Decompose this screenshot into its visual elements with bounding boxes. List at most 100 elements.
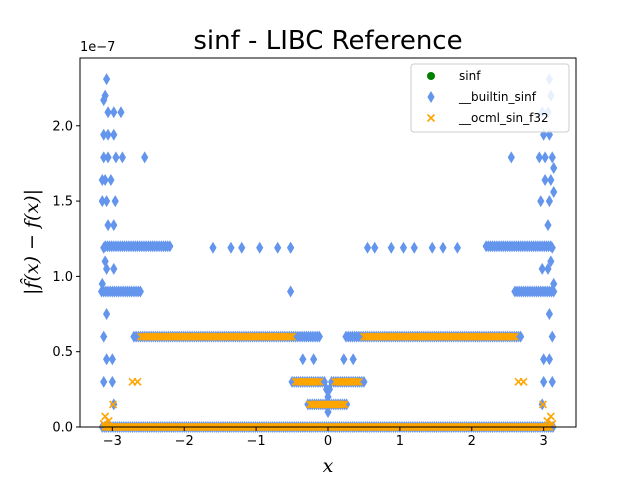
legend-entry: __ocml_sin_f32 <box>426 111 549 125</box>
y-tick-label: 2.0 <box>52 119 73 134</box>
x-tick-label: 2 <box>468 434 476 449</box>
data-point <box>100 330 108 343</box>
data-point <box>112 151 120 164</box>
data-point <box>544 262 552 275</box>
legend-label: sinf <box>459 69 481 83</box>
data-point <box>99 419 108 429</box>
data-point <box>136 285 144 298</box>
data-point <box>104 151 112 164</box>
legend-entry: sinf <box>427 69 481 83</box>
data-point <box>371 241 379 254</box>
data-point <box>544 219 552 232</box>
data-point <box>550 186 558 199</box>
data-point <box>410 241 418 254</box>
legend-label: __builtin_sinf <box>458 90 537 104</box>
y-multiplier: 1e−7 <box>80 40 115 55</box>
data-point <box>238 241 246 254</box>
data-point <box>508 332 517 341</box>
data-point <box>338 400 347 409</box>
data-point <box>550 161 558 174</box>
data-point <box>100 375 108 388</box>
legend-entry: __builtin_sinf <box>427 90 537 104</box>
data-point <box>545 308 554 321</box>
data-point <box>543 416 552 426</box>
data-point <box>340 400 349 409</box>
data-point <box>287 332 297 341</box>
data-point <box>540 375 548 388</box>
chart-title: sinf - LIBC Reference <box>193 26 462 56</box>
data-point <box>100 241 108 254</box>
data-point <box>107 173 115 186</box>
data-point <box>166 240 174 253</box>
data-point <box>110 262 118 275</box>
legend-box <box>410 63 570 133</box>
data-point <box>104 106 112 119</box>
data-point <box>141 151 149 164</box>
x-tick-label: −2 <box>175 434 194 449</box>
data-point <box>548 375 556 388</box>
data-point <box>102 353 111 366</box>
y-tick-label: 1.0 <box>52 270 73 285</box>
y-tick-label: 0.0 <box>52 421 73 436</box>
data-point <box>285 332 294 341</box>
data-point <box>439 241 447 254</box>
data-point <box>111 195 119 208</box>
data-point <box>287 285 295 298</box>
data-point <box>118 151 127 164</box>
data-point <box>110 128 118 141</box>
data-point <box>352 377 361 386</box>
data-point <box>98 277 106 290</box>
data-point <box>538 262 546 275</box>
data-point <box>399 241 408 254</box>
data-point <box>349 353 357 366</box>
data-point <box>541 151 549 164</box>
data-point <box>537 195 545 208</box>
data-point <box>227 241 235 254</box>
x-tick-label: −1 <box>247 434 266 449</box>
data-point <box>354 377 363 386</box>
x-tick-label: 0 <box>324 434 332 449</box>
data-point <box>510 332 519 341</box>
data-point <box>547 255 555 268</box>
data-point <box>104 128 112 141</box>
data-point <box>100 128 108 141</box>
x-tick-label: 1 <box>396 434 404 449</box>
data-point <box>108 375 116 388</box>
data-point <box>519 377 528 386</box>
y-axis: 0.0 0.5 1.0 1.5 2.0 <box>52 119 80 436</box>
y-tick-label: 0.5 <box>52 345 73 360</box>
data-point <box>548 419 557 429</box>
data-point <box>548 241 556 254</box>
data-point <box>128 377 137 386</box>
data-point <box>102 262 111 275</box>
data-point <box>104 416 113 426</box>
series-ocml-sin-f32 <box>99 332 557 432</box>
data-point <box>256 241 264 254</box>
legend-marker <box>426 113 436 123</box>
data-point <box>313 377 322 386</box>
data-point <box>100 94 108 107</box>
data-point <box>287 241 295 254</box>
data-point <box>550 285 558 298</box>
data-point <box>102 195 111 208</box>
data-point <box>110 106 118 119</box>
data-point <box>535 151 543 164</box>
data-point <box>104 219 112 232</box>
legend: sinf __builtin_sinf __ocml_sin_f32 <box>410 63 570 133</box>
x-tick-label: 3 <box>540 434 548 449</box>
data-point <box>550 277 558 290</box>
data-point <box>108 353 116 366</box>
legend-marker <box>427 91 435 103</box>
data-point <box>310 353 318 366</box>
data-point <box>110 219 118 232</box>
x-tick-label: −3 <box>103 434 122 449</box>
legend-label: __ocml_sin_f32 <box>458 111 549 125</box>
data-point <box>117 106 125 119</box>
data-point <box>102 73 111 86</box>
data-point <box>363 241 372 254</box>
y-tick-label: 1.5 <box>52 195 73 210</box>
data-point <box>541 173 549 186</box>
data-point <box>101 173 109 186</box>
data-point <box>325 383 334 396</box>
